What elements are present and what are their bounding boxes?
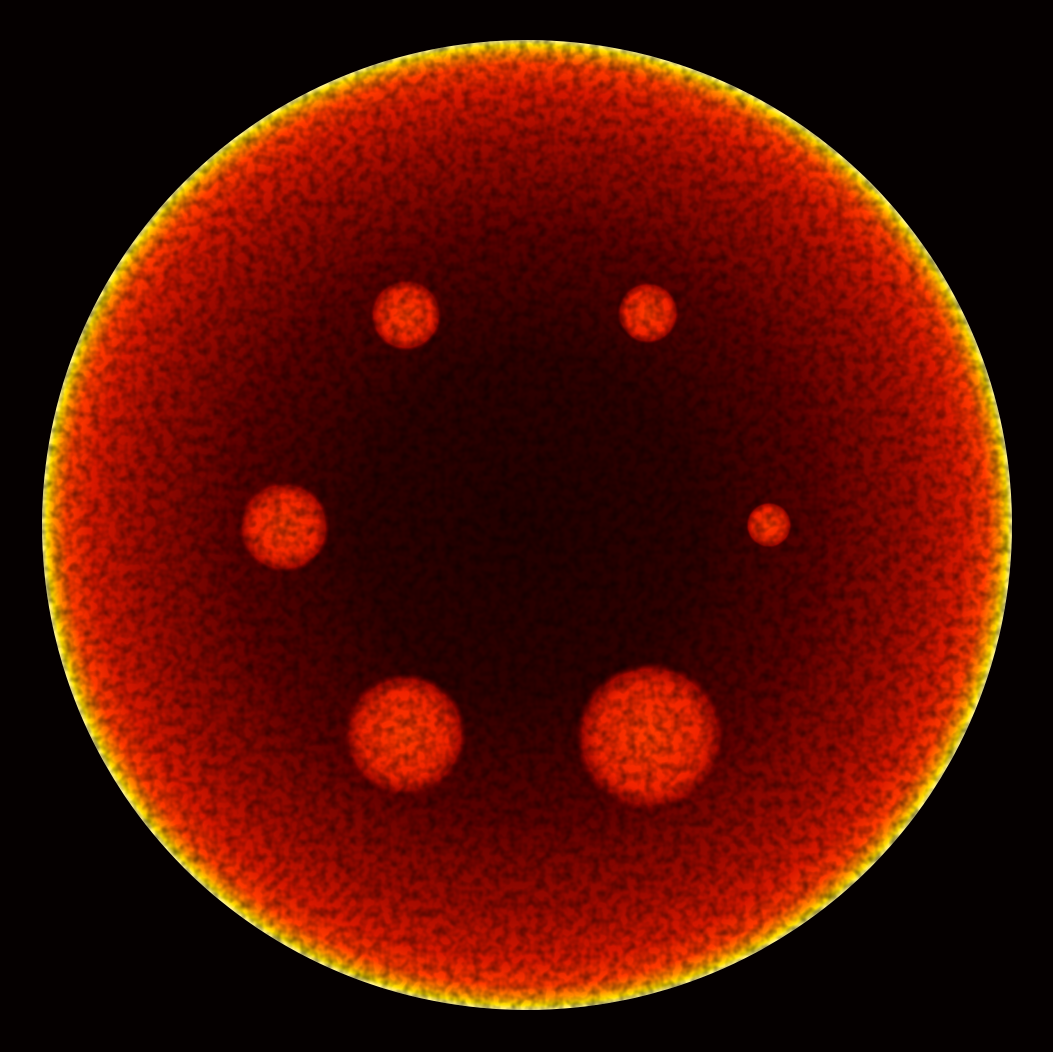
page [42, 40, 1012, 1010]
phantom-image [42, 40, 1012, 1010]
noise [42, 40, 1012, 1010]
noise-layer [42, 40, 1012, 1010]
